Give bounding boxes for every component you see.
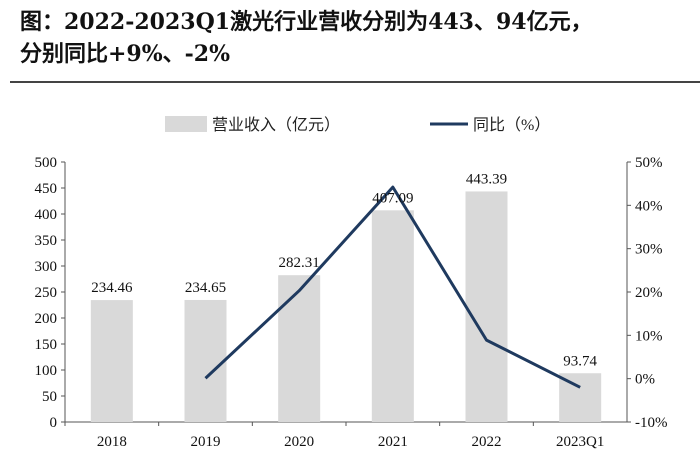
bar-data-label: 234.65 — [185, 280, 226, 296]
bar — [465, 191, 508, 422]
left-tick-label: 350 — [35, 233, 58, 249]
x-tick-label: 2018 — [97, 434, 127, 450]
right-tick-label: 0% — [635, 372, 655, 388]
left-tick-label: 100 — [35, 363, 58, 379]
title-line-2: 分别同比+9%、-2% — [20, 41, 230, 67]
yoy-line — [204, 185, 581, 389]
legend-bar-swatch — [165, 116, 207, 132]
bar — [278, 275, 321, 422]
bar — [371, 210, 414, 422]
left-tick-label: 50 — [42, 389, 57, 405]
x-tick-label: 2023Q1 — [556, 434, 604, 450]
x-tick-label: 2021 — [378, 434, 408, 450]
x-tick-label: 2022 — [472, 434, 502, 450]
left-tick-label: 300 — [35, 259, 58, 275]
right-tick-label: 20% — [635, 285, 663, 301]
bar — [90, 300, 133, 422]
left-tick-label: 250 — [35, 285, 58, 301]
bar-data-label: 407.09 — [372, 190, 413, 206]
bar — [184, 299, 227, 422]
left-tick-label: 0 — [50, 415, 58, 431]
bar-data-label: 443.39 — [466, 171, 507, 187]
x-tick-label: 2019 — [191, 434, 221, 450]
legend-line-label: 同比（%） — [473, 116, 550, 134]
left-tick-label: 500 — [35, 155, 58, 171]
left-tick-label: 150 — [35, 337, 58, 353]
legend-bar-label: 营业收入（亿元） — [212, 116, 340, 134]
right-tick-label: 10% — [635, 328, 663, 344]
right-tick-label: 40% — [635, 198, 663, 214]
left-tick-label: 450 — [35, 181, 58, 197]
right-tick-label: 50% — [635, 155, 663, 171]
title-divider — [10, 81, 700, 83]
right-tick-label: 30% — [635, 242, 663, 258]
left-tick-label: 200 — [35, 311, 58, 327]
right-tick-label: -10% — [635, 415, 668, 431]
bar-data-label: 234.46 — [91, 280, 133, 296]
x-tick-label: 2020 — [284, 434, 314, 450]
title-line-1: 图：2022-2023Q1激光行业营收分别为443、94亿元， — [20, 9, 593, 35]
chart-title: 图：2022-2023Q1激光行业营收分别为443、94亿元， 分别同比+9%、… — [20, 6, 593, 70]
bar-data-label: 93.74 — [563, 353, 597, 369]
left-tick-label: 400 — [35, 207, 58, 223]
bar-data-label: 282.31 — [279, 255, 320, 271]
